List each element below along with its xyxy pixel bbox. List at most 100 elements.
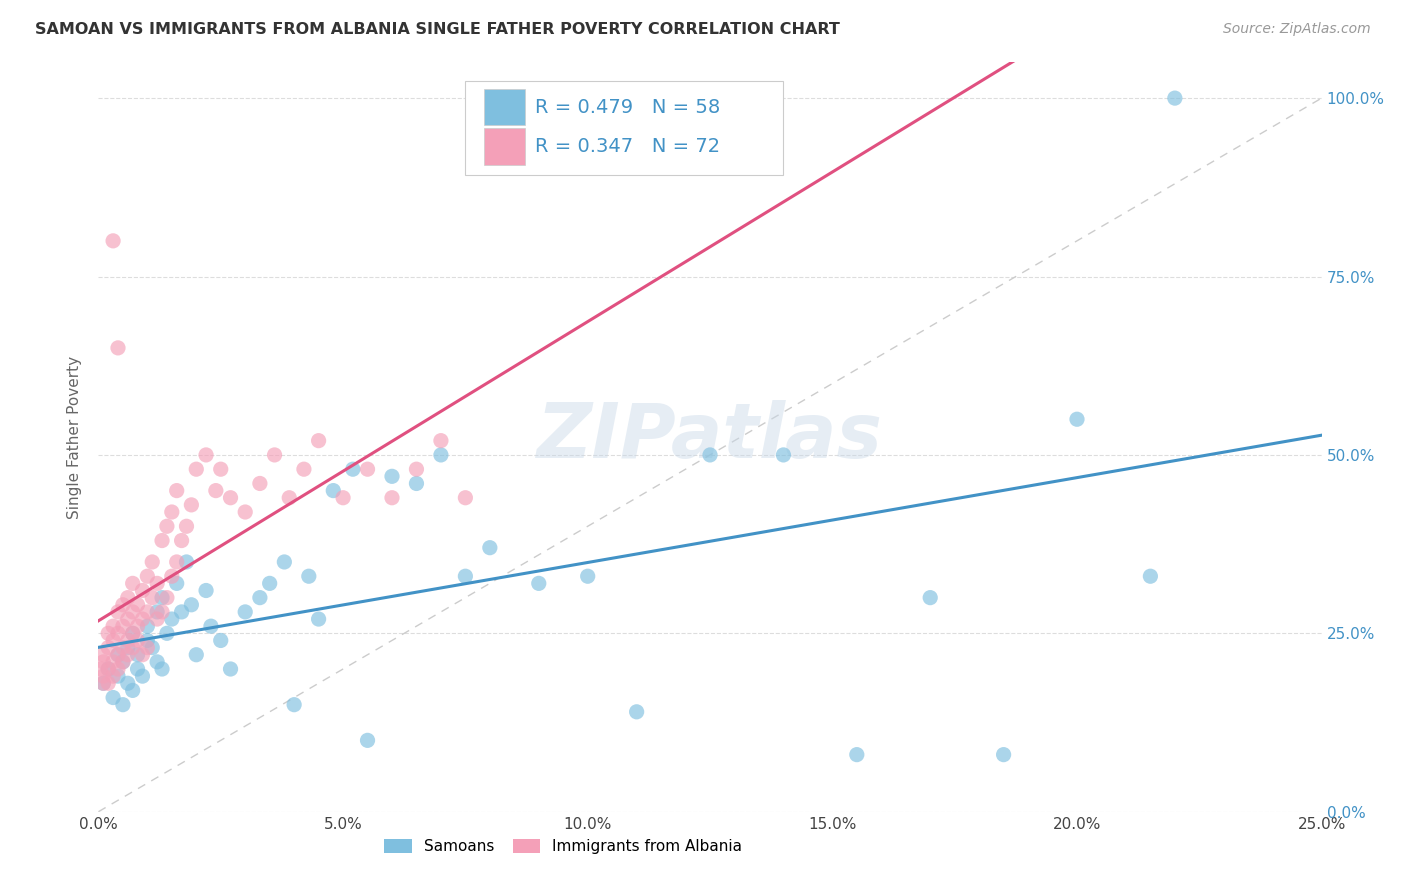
Immigrants from Albania	[107, 341, 129, 355]
Immigrants from Albania	[308, 434, 330, 448]
Samoans	[170, 605, 193, 619]
Samoans	[322, 483, 344, 498]
Immigrants from Albania	[111, 619, 134, 633]
Text: R = 0.347   N = 72: R = 0.347 N = 72	[536, 136, 720, 156]
Immigrants from Albania	[131, 648, 153, 662]
Samoans	[121, 626, 143, 640]
Immigrants from Albania	[150, 605, 173, 619]
Immigrants from Albania	[127, 619, 149, 633]
Immigrants from Albania	[117, 591, 139, 605]
Immigrants from Albania	[97, 662, 120, 676]
Immigrants from Albania	[136, 640, 159, 655]
Immigrants from Albania	[90, 662, 112, 676]
Immigrants from Albania	[107, 648, 129, 662]
Immigrants from Albania	[156, 591, 179, 605]
Samoans	[356, 733, 378, 747]
Immigrants from Albania	[176, 519, 198, 533]
Samoans	[146, 655, 169, 669]
Samoans	[209, 633, 232, 648]
Samoans	[136, 619, 159, 633]
Samoans	[127, 662, 149, 676]
Immigrants from Albania	[166, 555, 188, 569]
Immigrants from Albania	[121, 605, 143, 619]
Samoans	[454, 569, 477, 583]
Immigrants from Albania	[141, 555, 163, 569]
Immigrants from Albania	[97, 626, 120, 640]
Samoans	[117, 676, 139, 690]
Samoans	[381, 469, 404, 483]
Samoans	[993, 747, 1015, 762]
Immigrants from Albania	[91, 669, 114, 683]
Immigrants from Albania	[405, 462, 427, 476]
Immigrants from Albania	[101, 619, 124, 633]
Immigrants from Albania	[91, 648, 114, 662]
Immigrants from Albania	[356, 462, 378, 476]
Samoans	[160, 612, 183, 626]
Samoans	[176, 555, 198, 569]
Samoans	[626, 705, 648, 719]
Text: ZIPatlas: ZIPatlas	[537, 401, 883, 474]
Immigrants from Albania	[101, 633, 124, 648]
Immigrants from Albania	[91, 676, 114, 690]
Immigrants from Albania	[121, 576, 143, 591]
Text: R = 0.479   N = 58: R = 0.479 N = 58	[536, 98, 720, 117]
Immigrants from Albania	[117, 612, 139, 626]
Immigrants from Albania	[141, 591, 163, 605]
FancyBboxPatch shape	[484, 88, 526, 126]
Samoans	[150, 591, 173, 605]
Immigrants from Albania	[107, 626, 129, 640]
Samoans	[1164, 91, 1187, 105]
Immigrants from Albania	[219, 491, 242, 505]
Immigrants from Albania	[292, 462, 315, 476]
Immigrants from Albania	[205, 483, 228, 498]
Immigrants from Albania	[91, 655, 114, 669]
Samoans	[131, 669, 153, 683]
Samoans	[342, 462, 364, 476]
Samoans	[772, 448, 794, 462]
Immigrants from Albania	[278, 491, 301, 505]
Immigrants from Albania	[127, 633, 149, 648]
Immigrants from Albania	[233, 505, 256, 519]
Samoans	[117, 640, 139, 655]
Samoans	[1139, 569, 1161, 583]
Immigrants from Albania	[263, 448, 285, 462]
Samoans	[219, 662, 242, 676]
Immigrants from Albania	[107, 662, 129, 676]
Immigrants from Albania	[111, 655, 134, 669]
Immigrants from Albania	[127, 598, 149, 612]
Immigrants from Albania	[381, 491, 404, 505]
Immigrants from Albania	[97, 640, 120, 655]
Immigrants from Albania	[146, 576, 169, 591]
Immigrants from Albania	[121, 626, 143, 640]
Samoans	[1066, 412, 1088, 426]
Samoans	[141, 640, 163, 655]
Samoans	[97, 662, 120, 676]
Samoans	[107, 648, 129, 662]
Immigrants from Albania	[111, 598, 134, 612]
Immigrants from Albania	[156, 519, 179, 533]
FancyBboxPatch shape	[484, 128, 526, 165]
Y-axis label: Single Father Poverty: Single Father Poverty	[67, 356, 83, 518]
Immigrants from Albania	[160, 569, 183, 583]
Samoans	[107, 669, 129, 683]
Samoans	[146, 605, 169, 619]
Samoans	[111, 655, 134, 669]
Immigrants from Albania	[249, 476, 271, 491]
Samoans	[200, 619, 222, 633]
Samoans	[186, 648, 208, 662]
Immigrants from Albania	[131, 583, 153, 598]
FancyBboxPatch shape	[465, 81, 783, 175]
Immigrants from Albania	[101, 669, 124, 683]
Samoans	[180, 598, 202, 612]
Immigrants from Albania	[195, 448, 218, 462]
Samoans	[405, 476, 427, 491]
Samoans	[845, 747, 868, 762]
Samoans	[478, 541, 501, 555]
Immigrants from Albania	[97, 676, 120, 690]
Text: SAMOAN VS IMMIGRANTS FROM ALBANIA SINGLE FATHER POVERTY CORRELATION CHART: SAMOAN VS IMMIGRANTS FROM ALBANIA SINGLE…	[35, 22, 839, 37]
Immigrants from Albania	[180, 498, 202, 512]
Samoans	[233, 605, 256, 619]
Samoans	[127, 648, 149, 662]
Samoans	[150, 662, 173, 676]
Samoans	[101, 690, 124, 705]
